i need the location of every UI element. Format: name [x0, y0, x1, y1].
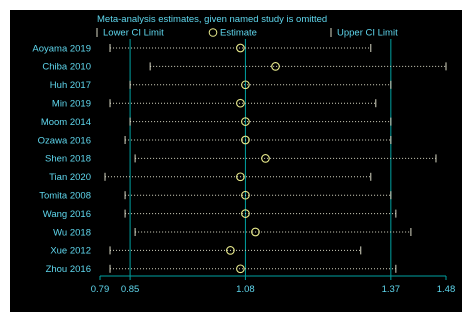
x-tick-label: 1.48	[437, 284, 456, 295]
legend-upper-ci-label: Upper CI Limit	[337, 28, 398, 39]
estimate-marker	[241, 117, 250, 126]
legend-estimate-marker	[208, 28, 218, 37]
study-row: Chiba 2010	[42, 62, 447, 73]
estimate-marker	[241, 135, 250, 145]
study-label: Xue 2012	[50, 246, 91, 257]
study-row: Moom 2014	[41, 117, 392, 128]
estimate-marker	[241, 209, 250, 218]
legend: Lower CI Limit Estimate Upper CI Limit	[96, 28, 398, 39]
forest-plot: Meta-analysis estimates, given named stu…	[32, 14, 456, 295]
study-row: Shen 2018	[45, 154, 437, 165]
legend-estimate-label: Estimate	[220, 28, 257, 39]
study-row: Zhou 2016	[46, 264, 397, 275]
estimate-marker	[236, 98, 245, 108]
study-row: Wu 2018	[53, 227, 412, 238]
study-label: Aoyama 2019	[32, 43, 91, 54]
study-label: Min 2019	[52, 99, 91, 110]
study-label: Chiba 2010	[42, 62, 91, 73]
study-row: Huh 2017	[50, 80, 392, 91]
estimate-marker	[241, 190, 250, 200]
reference-lines	[129, 39, 392, 276]
study-label: Ozawa 2016	[38, 135, 91, 146]
study-label: Wu 2018	[53, 227, 91, 238]
estimate-marker	[226, 246, 235, 255]
study-label: Shen 2018	[45, 154, 91, 165]
chart-title: Meta-analysis estimates, given named stu…	[97, 14, 327, 25]
study-label: Wang 2016	[43, 209, 91, 220]
estimate-marker	[241, 80, 250, 90]
study-row: Aoyama 2019	[32, 43, 372, 54]
estimate-marker	[261, 154, 270, 163]
estimate-marker	[251, 227, 260, 237]
study-row: Min 2019	[52, 98, 377, 110]
estimate-marker	[271, 62, 280, 71]
study-label: Huh 2017	[50, 80, 91, 91]
study-label: Tomita 2008	[39, 191, 91, 202]
study-row: Tomita 2008	[39, 190, 392, 202]
study-row: Tian 2020	[49, 172, 372, 183]
study-row: Xue 2012	[50, 246, 362, 257]
study-label: Moom 2014	[41, 117, 91, 128]
estimate-marker	[236, 264, 245, 274]
x-tick-label: 0.79	[91, 284, 110, 295]
x-tick-label: 1.37	[382, 284, 401, 295]
estimate-marker	[236, 172, 245, 182]
study-label: Zhou 2016	[46, 264, 91, 275]
legend-lower-ci-label: Lower CI Limit	[103, 28, 164, 39]
study-label: Tian 2020	[49, 172, 91, 183]
estimate-marker	[236, 43, 245, 53]
study-row: Wang 2016	[43, 209, 397, 220]
x-tick-label: 0.85	[121, 284, 140, 295]
study-rows: Aoyama 2019 Chiba 2010 Huh 2017 Min 2019 Moo…	[32, 43, 447, 275]
x-tick-label: 1.08	[236, 284, 255, 295]
plot-panel: Meta-analysis estimates, given named stu…	[10, 10, 462, 312]
x-axis-ticks: 0.79 0.85 1.08 1.37 1.48	[91, 276, 456, 295]
study-row: Ozawa 2016	[38, 135, 392, 146]
